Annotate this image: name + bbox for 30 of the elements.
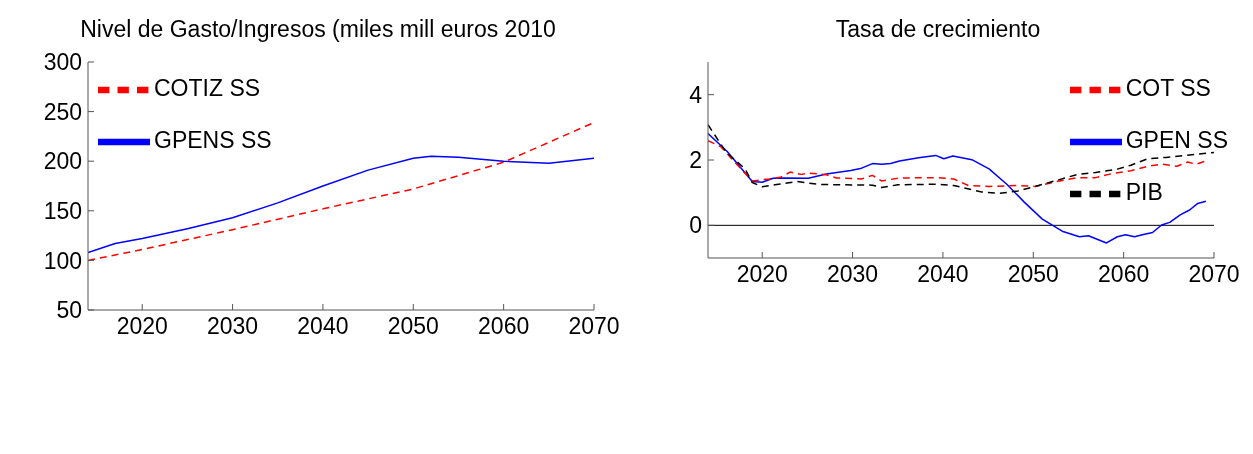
legend-label: GPENS SS [154,127,272,154]
legend-label: PIB [1125,179,1163,206]
y-tick-label: 200 [43,148,82,175]
line-series [88,121,594,262]
x-tick-label: 2040 [917,261,969,288]
legend-label: GPEN SS [1125,127,1228,154]
x-tick-label: 2040 [297,313,349,340]
y-tick-label: 2 [689,147,702,174]
x-tick-label: 2060 [478,313,530,340]
y-tick-label: 100 [43,247,82,274]
line-series [88,155,594,254]
chart-title: Tasa de crecimiento [834,15,1042,44]
y-tick-label: 250 [43,98,82,125]
x-tick-label: 2020 [736,261,788,288]
y-tick-label: 4 [689,81,703,108]
x-tick-label: 2060 [1098,261,1150,288]
x-tick-label: 2030 [826,261,879,288]
x-tick-label: 2050 [387,313,439,340]
x-tick-label: 2030 [206,313,259,340]
x-tick-label: 2050 [1007,261,1059,288]
x-tick-label: 2020 [116,313,168,340]
y-tick-label: 50 [56,297,82,324]
chart-title: Nivel de Gasto/Ingresos (miles mill euros 2010 [79,15,557,44]
y-tick-label: 0 [689,212,702,239]
legend-label: COT SS [1125,75,1211,102]
x-tick-label: 2070 [1188,261,1240,288]
y-tick-label: 150 [43,197,82,224]
legend-label: COTIZ SS [154,75,261,102]
y-tick-label: 300 [43,49,82,76]
x-tick-label: 2070 [568,313,620,340]
